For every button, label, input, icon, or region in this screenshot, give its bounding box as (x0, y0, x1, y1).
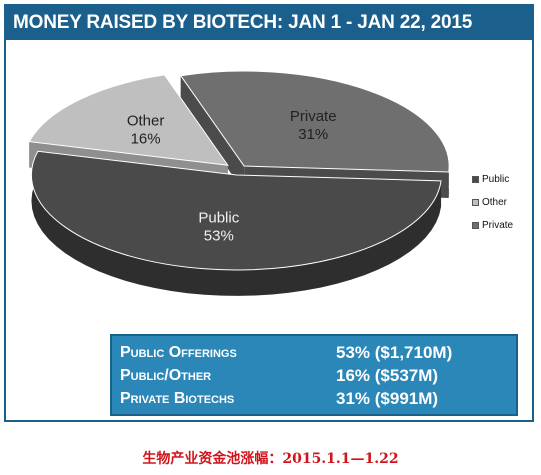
legend-item-private: Private (472, 214, 513, 237)
pie-side-private-0 (180, 75, 245, 193)
chinese-caption: 生物产业资金池涨幅：2015.1.1—1.22 (142, 451, 399, 467)
legend-item-public: Public (472, 168, 513, 191)
summary-row-private-biotechs: Private Biotechs 31% ($991M) (112, 388, 516, 410)
legend-swatch-public (472, 176, 479, 183)
pie-slice-public (30, 150, 442, 271)
legend-swatch-other (472, 199, 479, 206)
summary-value: 53% ($1,710M) (336, 343, 453, 362)
slice-label-private-name: Private (290, 108, 337, 125)
summary-table: Public Offerings 53% ($1,710M) Public/Ot… (110, 334, 518, 416)
summary-value: 31% ($991M) (336, 389, 439, 408)
pie-slice-other (28, 74, 229, 166)
summary-label: Private Biotechs (120, 390, 235, 407)
summary-value: 16% ($537M) (336, 366, 439, 385)
legend-label-other: Other (482, 197, 508, 208)
legend-swatch-private (472, 222, 479, 229)
slice-label-other-percent: 16% (131, 130, 161, 147)
legend-label-public: Public (482, 174, 510, 185)
slice-label-private-percent: 31% (298, 126, 328, 143)
summary-label: Public/Other (120, 367, 212, 384)
chart-title: MONEY RAISED BY BIOTECH: JAN 1 - JAN 22,… (6, 6, 532, 40)
slice-label-other-name: Other (127, 112, 165, 129)
summary-row-public-other: Public/Other 16% ($537M) (112, 365, 516, 387)
legend-label-private: Private (482, 220, 514, 231)
slice-label-public-name: Public (198, 210, 239, 227)
slice-label-public-percent: 53% (204, 228, 234, 245)
chart-frame: MONEY RAISED BY BIOTECH: JAN 1 - JAN 22,… (4, 4, 534, 422)
summary-label: Public Offerings (120, 344, 237, 361)
pie-slice-private (179, 70, 450, 173)
chart-legend: Public Other Private (472, 168, 513, 237)
legend-item-other: Other (472, 191, 513, 214)
summary-row-public-offerings: Public Offerings 53% ($1,710M) (112, 342, 516, 364)
pie-wall-public (31, 151, 442, 296)
